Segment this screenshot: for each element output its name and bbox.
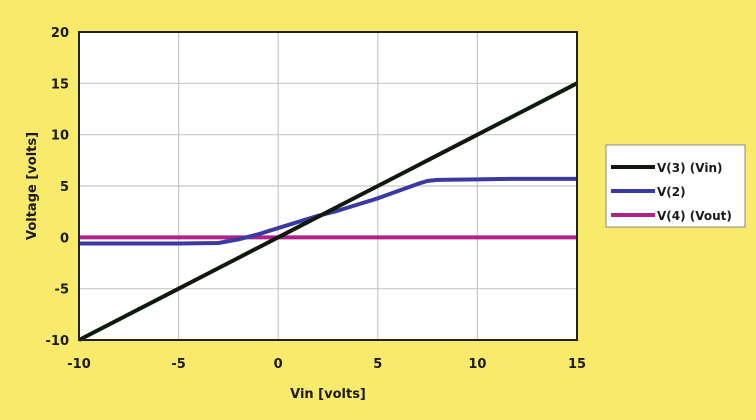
plot-border [78, 31, 578, 341]
x-tick-label: 0 [274, 357, 283, 372]
series-line [78, 81, 578, 342]
x-axis-ticks: -10 -5 0 5 10 15 [67, 357, 586, 372]
y-tick-label: 15 [51, 77, 69, 92]
x-tick-label: -5 [171, 357, 185, 372]
x-tick-label: 5 [373, 357, 382, 372]
x-tick-label: 15 [568, 357, 586, 372]
series-lines [78, 81, 578, 342]
x-tick-label: -10 [67, 357, 91, 372]
series-line [79, 176, 577, 246]
y-tick-label: -10 [46, 334, 70, 349]
y-tick-label: 0 [60, 231, 69, 246]
y-tick-label: -5 [55, 283, 69, 298]
legend-label: V(4) (Vout) [657, 209, 732, 223]
x-axis-title: Vin [volts] [290, 387, 366, 402]
y-axis-ticks: 20 15 10 5 0 -5 -10 [46, 26, 70, 349]
y-tick-label: 20 [51, 26, 69, 41]
y-tick-label: 10 [51, 129, 69, 144]
y-axis-title: Voltage [volts] [25, 132, 40, 240]
y-tick-label: 5 [60, 180, 69, 195]
legend-label: V(2) [657, 185, 686, 199]
x-tick-label: 10 [468, 357, 486, 372]
legend-label: V(3) (Vin) [657, 161, 722, 175]
legend: V(3) (Vin) V(2) V(4) (Vout) [605, 144, 746, 228]
